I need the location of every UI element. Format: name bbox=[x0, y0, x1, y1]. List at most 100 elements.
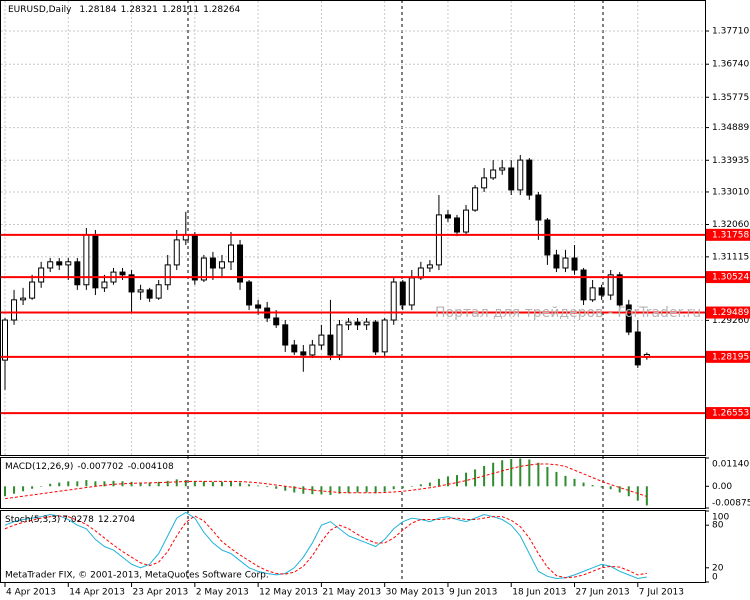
macd-bar bbox=[302, 486, 305, 494]
candle-body bbox=[38, 267, 45, 283]
macd-bar bbox=[627, 486, 630, 497]
macd-bar bbox=[266, 486, 269, 488]
macd-bar bbox=[401, 486, 404, 489]
watermark: Портал для трейдеров - ForTrader.ru bbox=[435, 305, 701, 321]
candle-body bbox=[580, 269, 587, 301]
y-tick-label: 0.00 bbox=[712, 482, 732, 492]
candle-body bbox=[20, 297, 27, 301]
x-tick-label: 12 May 2013 bbox=[259, 588, 318, 598]
candle-body bbox=[209, 257, 216, 269]
x-tick-label: 27 Jun 2013 bbox=[576, 588, 630, 598]
macd-bar bbox=[76, 481, 79, 487]
macd-bar bbox=[564, 475, 567, 487]
macd-bar bbox=[546, 466, 549, 487]
macd-bar bbox=[94, 481, 97, 487]
candle-body bbox=[535, 194, 542, 221]
candle-body bbox=[408, 277, 415, 306]
candle-body bbox=[282, 324, 289, 346]
candle-body bbox=[589, 287, 596, 301]
candle-body bbox=[237, 244, 244, 283]
level-label: 1.31758 bbox=[712, 230, 749, 240]
macd-bar bbox=[645, 486, 648, 506]
x-tick-label: 9 Jun 2013 bbox=[449, 588, 497, 598]
candle-body bbox=[173, 239, 180, 266]
x-tick-label: 14 Apr 2013 bbox=[69, 588, 125, 598]
candle-body bbox=[65, 261, 72, 266]
candle-body bbox=[399, 281, 406, 306]
candle-body bbox=[526, 159, 533, 196]
macd-bar bbox=[49, 483, 52, 487]
level-label: 1.26553 bbox=[712, 409, 749, 419]
macd-bar bbox=[537, 462, 540, 487]
macd-bar bbox=[121, 481, 124, 487]
y-tick-label: 80 bbox=[712, 521, 724, 531]
macd-bar bbox=[239, 482, 242, 487]
macd-bar bbox=[392, 486, 395, 490]
macd-bar bbox=[501, 460, 504, 487]
indicator-value: -0.004108 bbox=[128, 462, 174, 472]
candle-body bbox=[327, 334, 334, 356]
candle-body bbox=[2, 319, 8, 361]
footer: MetaTrader FIX, © 2001-2013, MetaQuotes … bbox=[5, 571, 269, 581]
x-tick-label: 18 Jun 2013 bbox=[512, 588, 566, 598]
macd-bar bbox=[329, 486, 332, 495]
macd-bar bbox=[311, 486, 314, 495]
indicator-value: 7.0278 bbox=[62, 515, 94, 525]
signal-line bbox=[4, 463, 647, 500]
y-tick-label: -0.008757 bbox=[712, 499, 750, 509]
candle-body bbox=[472, 187, 479, 211]
candle-body bbox=[598, 287, 605, 296]
candle-body bbox=[228, 244, 234, 263]
y-tick-label: 100 bbox=[712, 513, 729, 523]
y-tick-label: 1.33935 bbox=[712, 156, 749, 166]
candle-body bbox=[164, 264, 171, 286]
candle-body bbox=[200, 257, 207, 281]
candle-body bbox=[490, 169, 497, 179]
candle-body bbox=[607, 274, 614, 296]
candle-body bbox=[291, 344, 298, 353]
candle-body bbox=[571, 257, 578, 271]
level-label: 1.28195 bbox=[712, 352, 749, 362]
macd-bar bbox=[456, 475, 458, 487]
macd-bar bbox=[85, 480, 88, 487]
stoch-panel bbox=[0, 510, 706, 583]
y-tick-label: 1.29260 bbox=[712, 316, 749, 326]
candle-body bbox=[363, 321, 370, 326]
y-tick-label: 1.36740 bbox=[712, 60, 749, 70]
y-tick-label: 0 bbox=[712, 573, 718, 583]
macd-bar bbox=[202, 481, 205, 487]
candle-body bbox=[300, 351, 307, 356]
y-tick-label: 1.33010 bbox=[712, 187, 749, 197]
level-label: 1.29489 bbox=[712, 308, 749, 318]
level-tag bbox=[706, 306, 750, 319]
candle-body bbox=[444, 214, 451, 219]
candle-body bbox=[92, 234, 99, 289]
macd-bar bbox=[275, 486, 278, 489]
candle-body bbox=[454, 217, 460, 233]
macd-bar bbox=[582, 482, 585, 487]
macd-bar bbox=[157, 481, 160, 487]
symbol: EURUSD,Daily bbox=[8, 5, 72, 15]
candle-body bbox=[29, 281, 36, 299]
candle-body bbox=[372, 321, 379, 353]
candle-body bbox=[463, 209, 470, 233]
y-tick-label: 20 bbox=[712, 563, 724, 573]
candle-body bbox=[616, 274, 623, 306]
signal-line bbox=[4, 515, 647, 579]
macd-bar bbox=[419, 484, 422, 487]
macd-bar bbox=[519, 458, 522, 487]
macd-bar bbox=[356, 486, 359, 493]
macd-bar bbox=[293, 486, 296, 493]
macd-bar bbox=[474, 469, 477, 487]
macd-bar bbox=[555, 471, 558, 487]
y-tick-label: 0.011406 bbox=[712, 460, 750, 470]
y-tick-label: 1.37710 bbox=[712, 26, 749, 36]
y-tick-label: 1.31115 bbox=[712, 252, 749, 262]
header: EURUSD,Daily 1.28184 1.28321 1.28111 1.28264 bbox=[8, 5, 241, 15]
ohlc-value: 1.28264 bbox=[203, 5, 240, 15]
macd-bar bbox=[618, 486, 621, 493]
candle-body bbox=[390, 281, 397, 321]
y-tick-label: 1.32060 bbox=[712, 220, 749, 230]
candle-body bbox=[128, 274, 135, 293]
candle-body bbox=[47, 261, 54, 269]
